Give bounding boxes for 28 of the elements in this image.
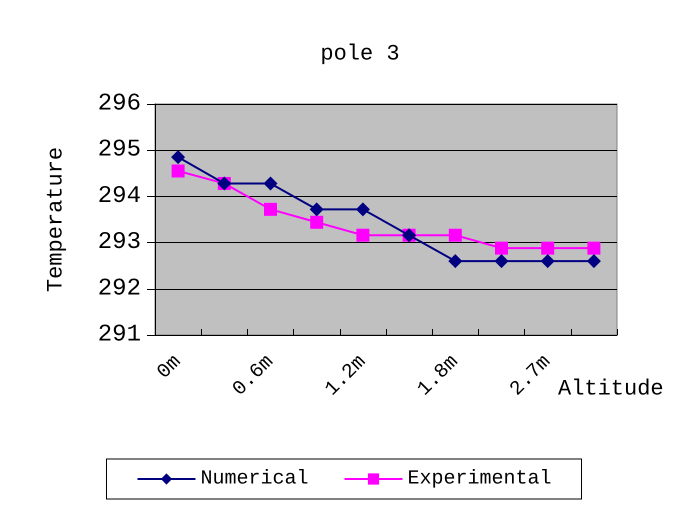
point [494,254,508,268]
legend-label: Numerical [200,468,309,490]
point [448,254,462,268]
y-tick-label: 293 [98,229,141,256]
point [541,242,554,255]
point [310,216,324,229]
y-tick-label: 294 [98,182,141,210]
point [586,254,601,268]
x-tick-label: 0m [153,350,186,384]
y-tick-label: 292 [98,275,141,302]
y-axis-title: Temperature [44,146,68,292]
point [540,254,555,268]
y-tick-label: 296 [98,90,141,118]
legend-label: Experimental [407,468,552,490]
point [264,202,277,216]
point [172,164,185,178]
point [356,202,370,216]
point [587,242,600,255]
x-axis-title: Altitude [558,376,664,402]
y-tick-label: 295 [98,136,141,164]
point [356,228,370,242]
y-tick-label: 291 [98,322,141,348]
point [171,150,186,164]
point [448,228,462,242]
point [495,242,508,255]
chart-title: pole 3 [320,42,400,66]
point [264,176,278,190]
point [310,202,324,216]
